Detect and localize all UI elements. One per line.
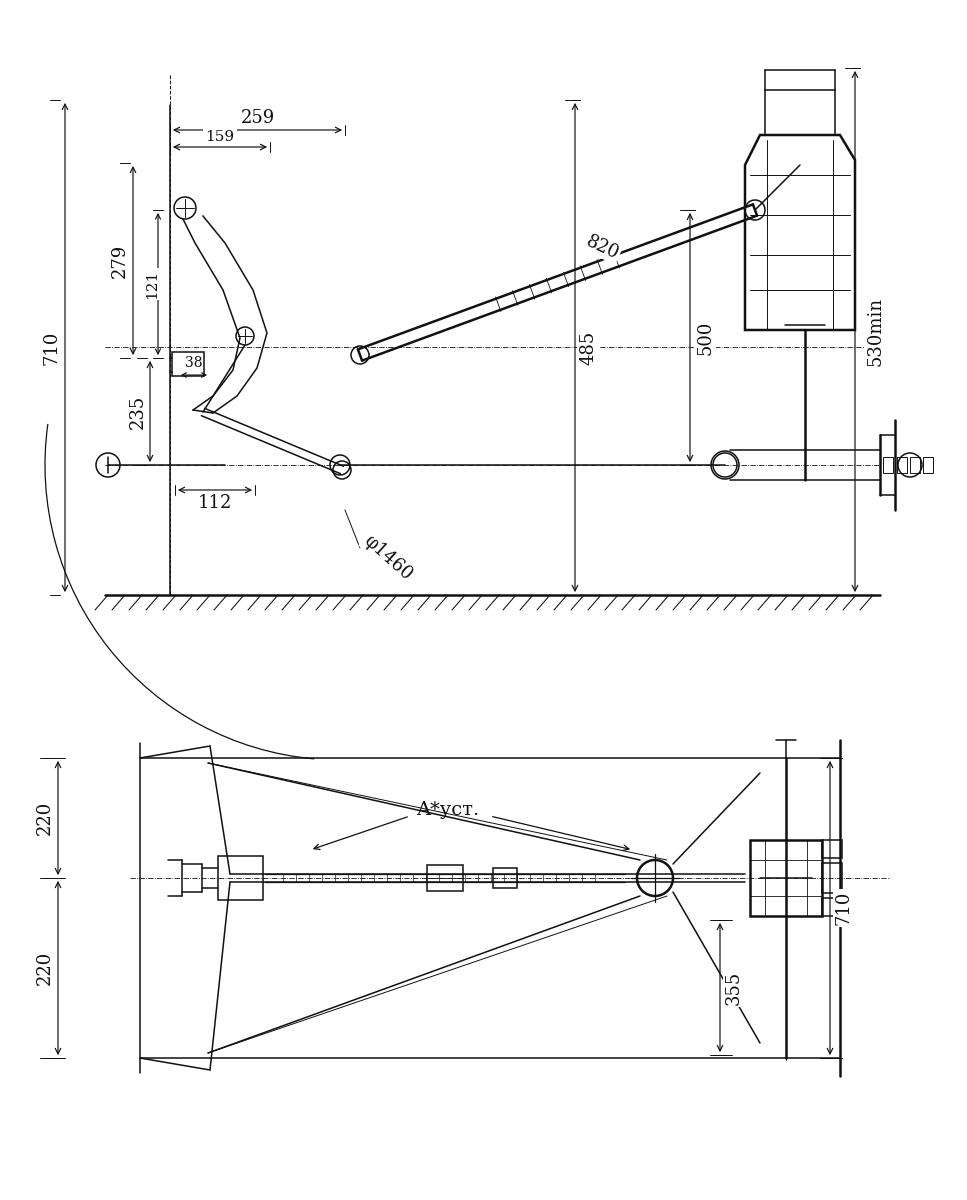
Bar [427, 865, 463, 890]
Text: 235: 235 [129, 395, 147, 428]
Text: 220: 220 [36, 800, 54, 835]
Text: 121: 121 [145, 269, 159, 299]
Bar [172, 352, 204, 376]
Bar [910, 457, 920, 473]
Bar [218, 856, 263, 900]
Text: 112: 112 [198, 494, 232, 512]
Text: 710: 710 [835, 890, 853, 925]
Bar [750, 840, 822, 916]
Text: 355: 355 [725, 971, 743, 1004]
Text: 500: 500 [696, 320, 714, 355]
Text: 38: 38 [186, 356, 203, 370]
Bar [923, 457, 933, 473]
Text: A*уст.: A*уст. [417, 802, 480, 818]
Text: 530min: 530min [866, 296, 884, 366]
Text: 259: 259 [241, 109, 275, 127]
Text: φ1460: φ1460 [361, 532, 416, 584]
Bar [822, 840, 842, 858]
Bar [493, 868, 517, 888]
Bar [897, 457, 907, 473]
Text: 710: 710 [42, 330, 60, 365]
Bar [883, 457, 893, 473]
Text: 820: 820 [583, 232, 622, 263]
Bar [822, 898, 842, 916]
Text: 159: 159 [205, 130, 235, 144]
Bar [822, 863, 842, 893]
Text: 279: 279 [111, 244, 129, 277]
Text: 220: 220 [36, 950, 54, 985]
Text: 485: 485 [579, 330, 597, 365]
